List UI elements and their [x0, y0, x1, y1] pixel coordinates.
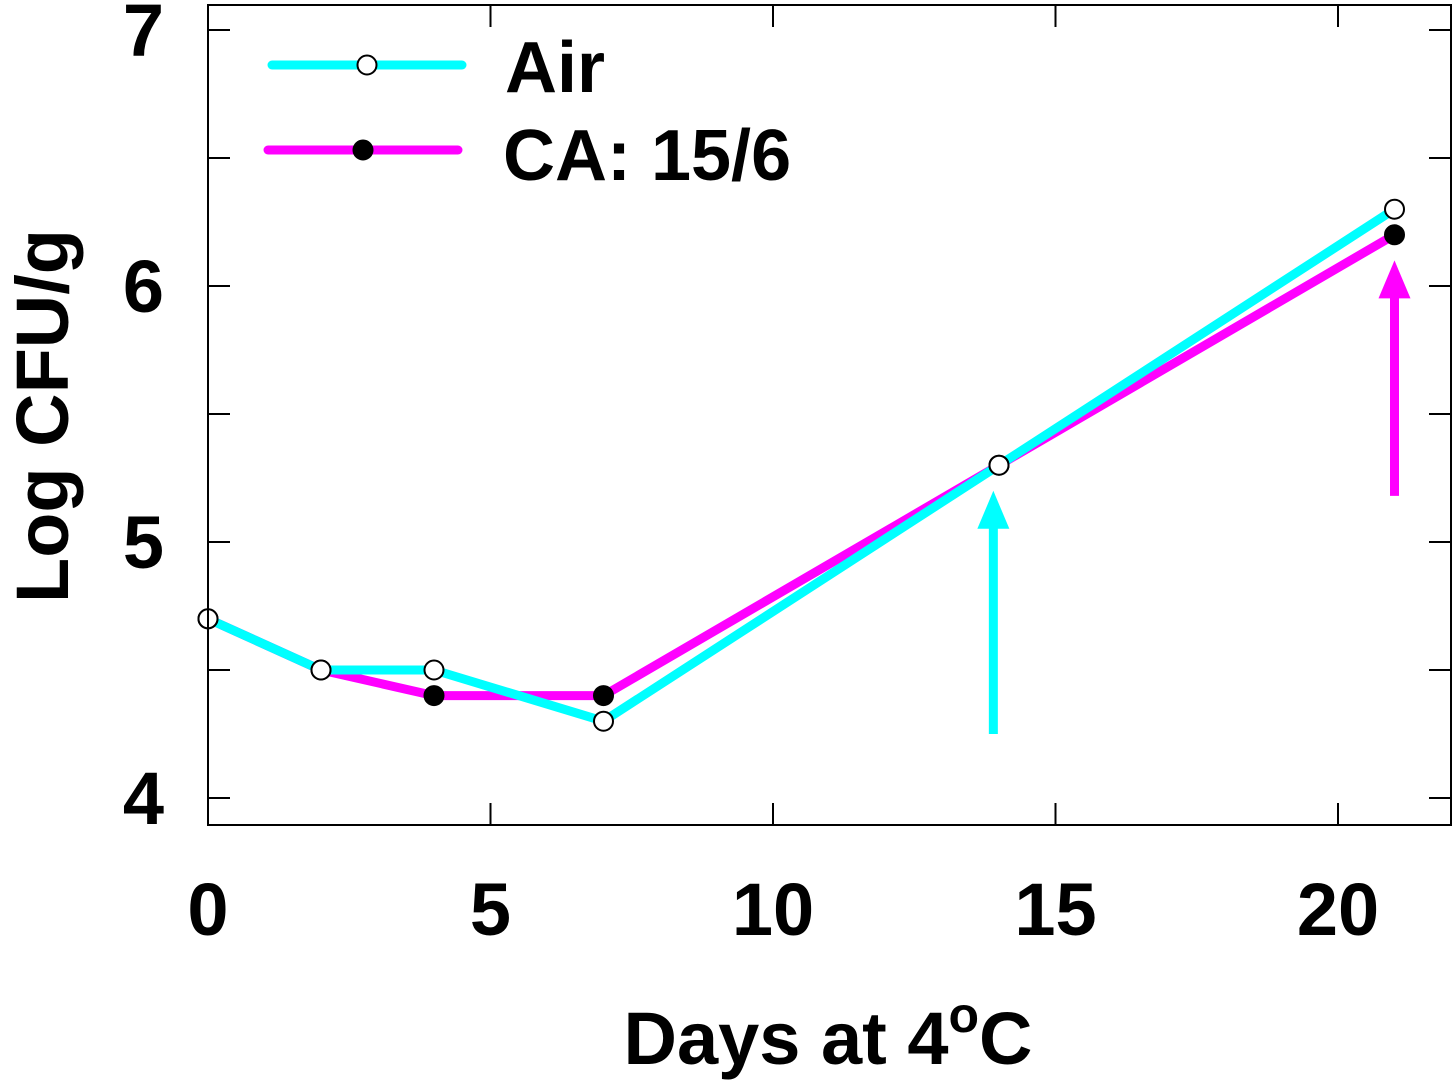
series-line-1 — [203, 204, 1399, 726]
x-tick-label-4: 20 — [1297, 868, 1379, 951]
y-tick-label-1: 5 — [123, 501, 164, 584]
legend-air-marker — [356, 54, 378, 76]
axis-ticks — [207, 5, 1451, 825]
series-lines — [197, 198, 1405, 732]
series-0-point-3 — [593, 685, 614, 707]
series-line-0 — [203, 230, 1399, 701]
legend-air-label: Air — [505, 28, 605, 108]
tick-labels: 0 5 10 15 20 4 5 6 7 — [123, 0, 1379, 951]
series-0-point-2 — [423, 685, 445, 707]
plot-frame — [207, 4, 1452, 826]
x-tick-label-3: 15 — [1014, 868, 1096, 951]
legend-ca-marker — [352, 139, 374, 161]
x-axis-title-degree: o — [948, 987, 979, 1043]
legend-ca-label: CA: 15/6 — [503, 116, 791, 196]
x-axis-title-main: Days at 4 — [624, 997, 949, 1080]
x-tick-label-1: 5 — [470, 868, 511, 951]
series-0-point-5 — [1384, 224, 1405, 246]
series-1-point-5 — [1384, 198, 1405, 220]
annotation-arrows — [977, 260, 1411, 734]
y-tick-label-0: 4 — [123, 757, 164, 840]
x-tick-label-2: 10 — [732, 868, 814, 951]
legend: Air CA: 15/6 — [263, 28, 791, 196]
y-tick-label-3: 7 — [123, 0, 164, 72]
x-axis-title: Days at 4oC — [624, 987, 1033, 1080]
y-axis-title: Log CFU/g — [1, 229, 84, 603]
series-1-point-3 — [593, 710, 614, 732]
series-1-point-2 — [423, 659, 445, 681]
series-1-point-4 — [988, 454, 1010, 476]
x-axis-title-unit: C — [979, 997, 1032, 1080]
annotation-arrow-head-0 — [977, 490, 1010, 529]
annotation-arrow-head-1 — [1378, 260, 1411, 299]
series-1-point-1 — [310, 659, 332, 681]
y-tick-label-2: 6 — [123, 245, 164, 328]
x-tick-label-0: 0 — [187, 868, 228, 951]
